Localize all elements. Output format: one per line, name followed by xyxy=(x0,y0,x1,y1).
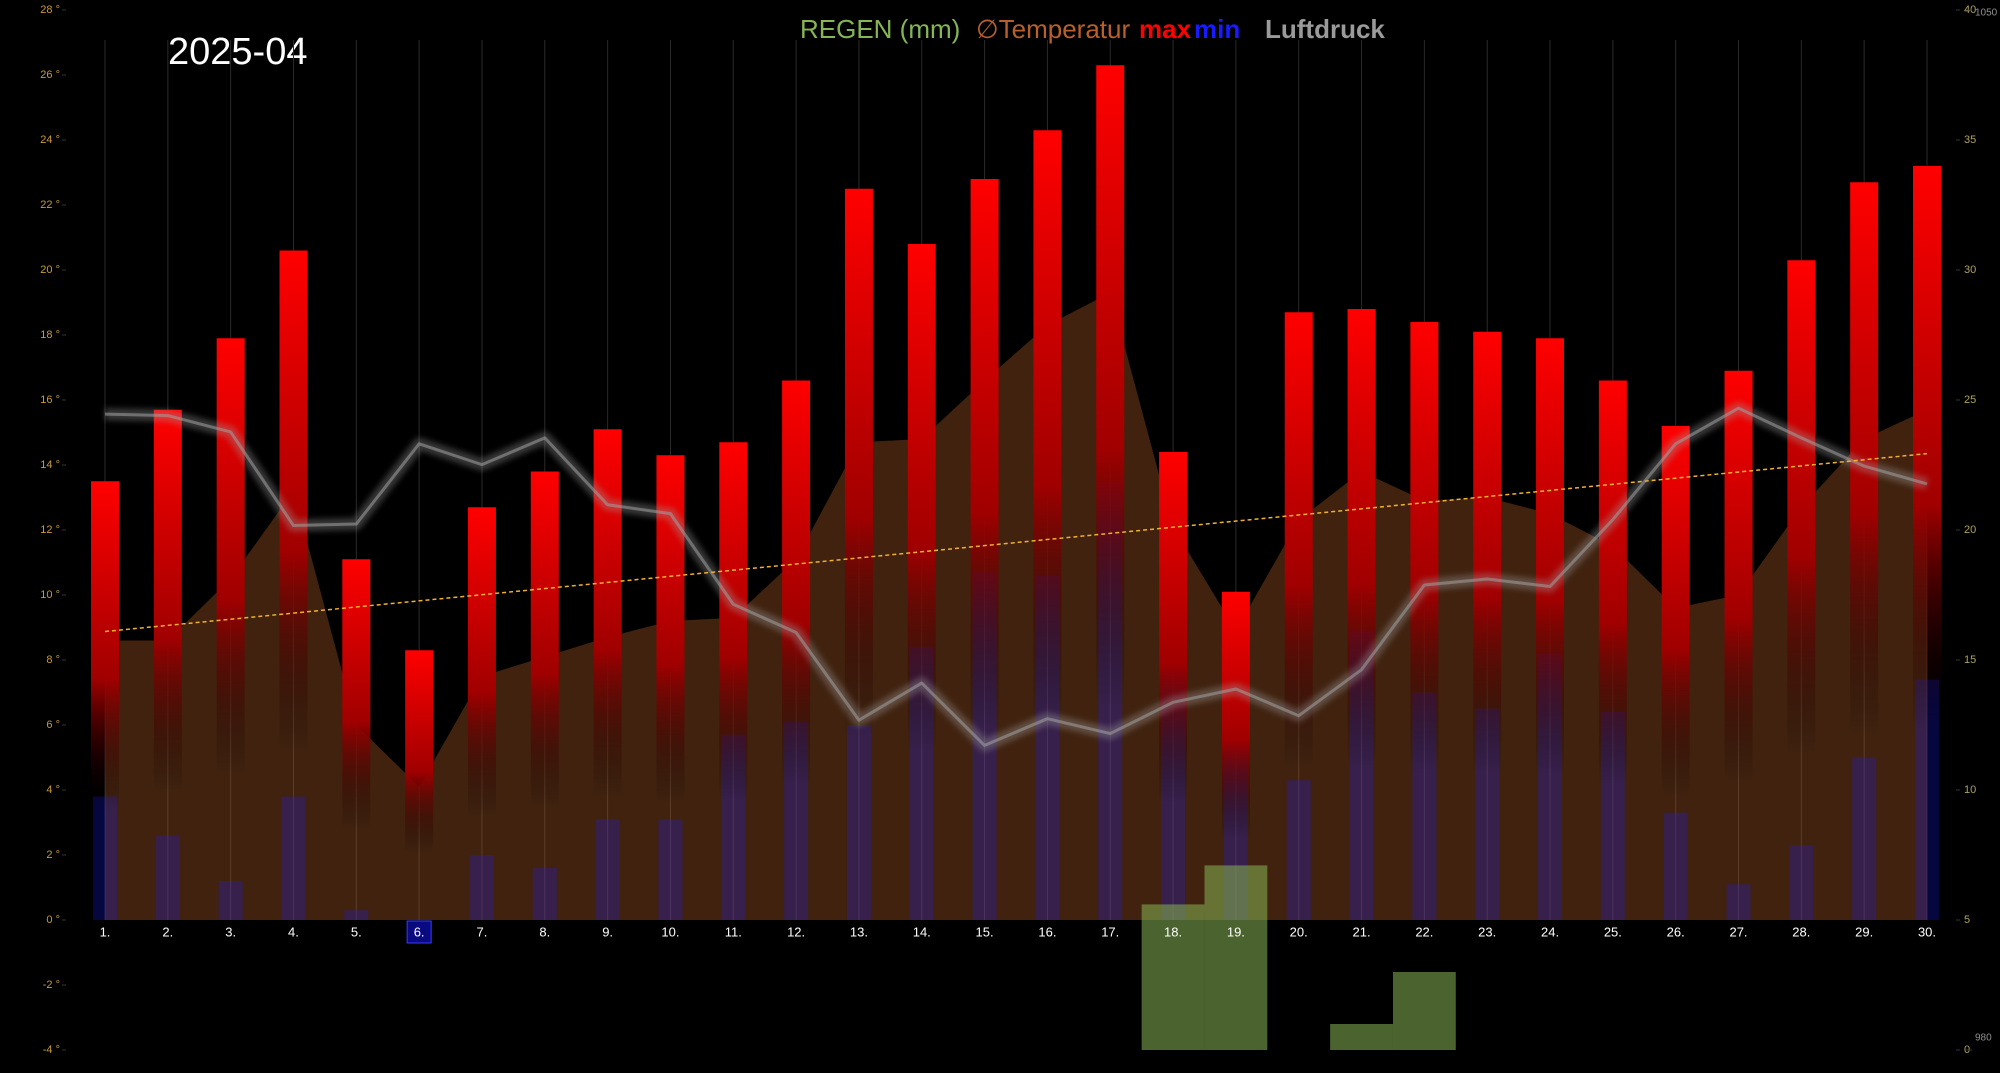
max-temp-bar xyxy=(153,409,182,920)
max-temp-bar xyxy=(1347,309,1376,920)
y-tick-label: 20 ° xyxy=(40,264,60,276)
y-tick-label: 10 ° xyxy=(40,589,60,601)
max-temp-bar xyxy=(1096,65,1125,920)
max-temp-bar xyxy=(1473,331,1502,920)
max-temp-bar xyxy=(91,481,119,920)
y-tick-label: 28 ° xyxy=(40,4,60,16)
max-temp-bar xyxy=(1661,426,1690,920)
x-tick-label: 14. xyxy=(913,924,931,939)
x-tick-label: 9. xyxy=(602,924,613,939)
today-box xyxy=(406,920,432,944)
legend-entry: REGEN (mm) xyxy=(800,14,960,44)
x-tick-label: 6. xyxy=(414,924,425,939)
rain-bar xyxy=(1392,972,1456,1050)
max-temp-bar xyxy=(1221,591,1250,920)
legend-entry: Luftdruck xyxy=(1265,14,1385,44)
y-tick-label: 14 ° xyxy=(40,459,60,471)
max-temp-bar xyxy=(1536,338,1565,920)
rain-bar xyxy=(1141,904,1205,1050)
y-tick-label: 22 ° xyxy=(40,199,60,211)
rain-bar xyxy=(1204,865,1268,1050)
y3-tick-label: 1050 xyxy=(1975,8,1998,19)
y-tick-label: 6 ° xyxy=(46,719,60,731)
y2-tick-label: 15 xyxy=(1964,654,1976,666)
y3-tick-label: 980 xyxy=(1975,1033,1992,1044)
max-temp-bar xyxy=(1033,130,1062,920)
max-temp-bar xyxy=(1724,370,1753,920)
x-tick-label: 8. xyxy=(539,924,550,939)
x-tick-label: 30. xyxy=(1918,924,1936,939)
x-tick-label: 17. xyxy=(1101,924,1119,939)
max-temp-bar xyxy=(1598,380,1627,920)
x-tick-label: 11. xyxy=(725,924,742,939)
max-temp-bar xyxy=(405,650,434,920)
max-temp-bar xyxy=(342,559,371,920)
y-tick-label: 12 ° xyxy=(40,524,60,536)
max-temp-bar xyxy=(1850,182,1879,920)
x-tick-label: 29. xyxy=(1855,924,1873,939)
x-tick-label: 18. xyxy=(1164,924,1182,939)
max-temp-bar xyxy=(1284,312,1313,920)
legend-entry: min xyxy=(1194,14,1240,44)
x-tick-label: 20. xyxy=(1290,924,1308,939)
max-temp-bar xyxy=(467,507,496,920)
x-tick-label: 3. xyxy=(225,924,236,939)
max-temp-bar xyxy=(530,471,559,920)
y2-tick-label: 35 xyxy=(1964,134,1976,146)
max-temp-bar xyxy=(844,188,873,920)
x-tick-label: 25. xyxy=(1604,924,1622,939)
y-tick-label: 24 ° xyxy=(40,134,60,146)
max-temp-bar xyxy=(970,179,999,920)
x-tick-label: 23. xyxy=(1478,924,1496,939)
x-tick-label: 27. xyxy=(1729,924,1747,939)
x-tick-label: 26. xyxy=(1667,924,1685,939)
x-tick-label: 1. xyxy=(100,924,111,939)
max-temp-bar xyxy=(1913,166,1941,920)
y2-tick-label: 20 xyxy=(1964,524,1976,536)
x-tick-label: 5. xyxy=(351,924,362,939)
y-tick-label: -4 ° xyxy=(43,1044,60,1056)
x-tick-label: 10. xyxy=(661,924,679,939)
legend-entry: ∅Temperatur xyxy=(976,14,1130,44)
y2-tick-label: 30 xyxy=(1964,264,1976,276)
x-tick-label: 12. xyxy=(787,924,805,939)
y-tick-label: 16 ° xyxy=(40,394,60,406)
max-temp-bar xyxy=(1787,260,1816,920)
max-temp-bar xyxy=(907,244,936,920)
x-tick-label: 19. xyxy=(1227,924,1245,939)
rain-bar xyxy=(1330,1024,1393,1050)
y2-tick-label: 5 xyxy=(1964,914,1970,926)
x-tick-label: 15. xyxy=(976,924,994,939)
max-temp-bar xyxy=(719,442,748,920)
x-tick-label: 22. xyxy=(1415,924,1433,939)
x-tick-label: 24. xyxy=(1541,924,1559,939)
x-tick-label: 13. xyxy=(850,924,868,939)
max-temp-bar xyxy=(1159,452,1188,920)
x-tick-label: 4. xyxy=(288,924,299,939)
y-tick-label: 8 ° xyxy=(46,654,60,666)
y-tick-label: 18 ° xyxy=(40,329,60,341)
y-tick-label: 26 ° xyxy=(40,69,60,81)
max-temp-bar xyxy=(1410,322,1439,920)
y-tick-label: 4 ° xyxy=(46,784,60,796)
avg-temp-area xyxy=(105,292,1927,920)
y-tick-label: 2 ° xyxy=(46,849,60,861)
y2-tick-label: 25 xyxy=(1964,394,1976,406)
chart-title: 2025-04 xyxy=(168,31,307,73)
x-tick-label: 28. xyxy=(1792,924,1810,939)
y-tick-label: -2 ° xyxy=(43,979,60,991)
x-tick-label: 16. xyxy=(1038,924,1056,939)
x-tick-label: 7. xyxy=(477,924,488,939)
x-tick-label: 21. xyxy=(1353,924,1371,939)
x-tick-label: 2. xyxy=(162,924,173,939)
y2-tick-label: 10 xyxy=(1964,784,1976,796)
max-temp-bar xyxy=(279,250,308,920)
y-tick-label: 0 ° xyxy=(46,914,60,926)
pressure-line xyxy=(104,406,1928,747)
legend-entry: max xyxy=(1139,14,1192,44)
